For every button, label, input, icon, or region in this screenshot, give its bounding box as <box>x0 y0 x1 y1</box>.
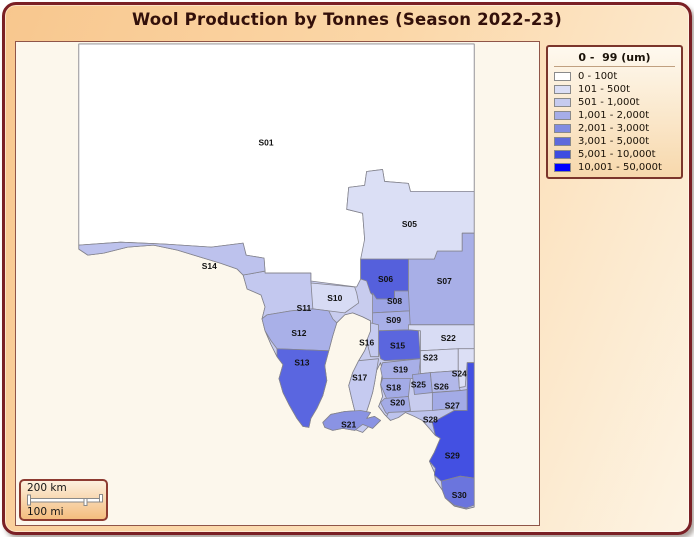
legend-swatch-1 <box>554 85 571 94</box>
scale-ruler <box>27 494 103 506</box>
region-label-S29: S29 <box>445 450 460 460</box>
map-canvas: S01 S05 S06 S07 S08 S09 S10 S11 S12 S13 … <box>15 41 540 526</box>
region-label-S10: S10 <box>327 293 342 303</box>
legend-row: 3,001 - 5,000t <box>554 135 675 148</box>
legend-row: 1,001 - 2,000t <box>554 109 675 122</box>
region-label-S20: S20 <box>390 397 405 407</box>
region-label-S19: S19 <box>393 365 408 375</box>
legend-row: 5,001 - 10,000t <box>554 148 675 161</box>
region-S30[interactable] <box>440 475 475 509</box>
region-label-S17: S17 <box>352 373 367 383</box>
legend-label-2: 501 - 1,000t <box>578 97 640 108</box>
region-label-S07: S07 <box>437 276 452 286</box>
region-label-S08: S08 <box>387 296 402 306</box>
region-label-S14: S14 <box>202 261 217 271</box>
region-label-S16: S16 <box>359 338 374 348</box>
legend-label-4: 2,001 - 3,000t <box>578 123 650 134</box>
region-label-S30: S30 <box>452 490 467 500</box>
scale-bar-panel: 200 km 100 mi <box>19 479 108 521</box>
region-S28[interactable] <box>386 408 455 436</box>
scale-mi-label: 100 mi <box>27 506 64 518</box>
region-S16[interactable] <box>366 322 379 358</box>
region-label-S09: S09 <box>386 315 401 325</box>
legend-row: 2,001 - 3,000t <box>554 122 675 135</box>
legend-swatch-5 <box>554 137 571 146</box>
region-label-S12: S12 <box>291 328 306 338</box>
legend-label-6: 5,001 - 10,000t <box>578 149 656 160</box>
region-S21[interactable] <box>322 410 381 431</box>
legend-swatch-7 <box>554 163 571 172</box>
legend-row: 501 - 1,000t <box>554 96 675 109</box>
region-S05[interactable] <box>346 169 475 260</box>
legend-label-0: 0 - 100t <box>578 71 618 82</box>
region-label-S25: S25 <box>411 380 426 390</box>
legend-swatch-2 <box>554 98 571 107</box>
region-label-S18: S18 <box>386 383 401 393</box>
region-label-S23: S23 <box>423 353 438 363</box>
region-label-S11: S11 <box>297 303 312 313</box>
region-label-S01: S01 <box>259 138 274 148</box>
legend-swatch-6 <box>554 150 571 159</box>
region-label-S15: S15 <box>390 341 405 351</box>
region-S19[interactable] <box>380 358 421 379</box>
region-label-S22: S22 <box>441 333 456 343</box>
region-S26[interactable] <box>429 370 461 393</box>
region-S13[interactable] <box>276 348 330 428</box>
legend-row: 101 - 500t <box>554 83 675 96</box>
legend-row: 10,001 - 50,000t <box>554 161 675 174</box>
legend-label-3: 1,001 - 2,000t <box>578 110 650 121</box>
region-label-S27: S27 <box>445 400 460 410</box>
region-label-S05: S05 <box>402 219 417 229</box>
south-australia-map: S01 S05 S06 S07 S08 S09 S10 S11 S12 S13 … <box>78 43 475 510</box>
legend-swatch-4 <box>554 124 571 133</box>
scale-km-label: 200 km <box>27 482 67 494</box>
legend-label-1: 101 - 500t <box>578 84 631 95</box>
region-S14[interactable] <box>78 241 266 276</box>
legend-panel: 0 - 99 (um) 0 - 100t 101 - 500t 501 - 1,… <box>546 45 683 179</box>
region-S12[interactable] <box>261 308 338 352</box>
legend-label-7: 10,001 - 50,000t <box>578 162 662 173</box>
region-label-S26: S26 <box>434 382 449 392</box>
legend-header: 0 - 99 (um) <box>554 51 675 67</box>
region-label-S06: S06 <box>378 274 393 284</box>
page-title: Wool Production by Tonnes (Season 2022-2… <box>132 10 562 29</box>
region-label-S28: S28 <box>423 414 438 424</box>
legend-label-5: 3,001 - 5,000t <box>578 136 650 147</box>
region-label-S21: S21 <box>341 419 356 429</box>
legend-swatch-0 <box>554 72 571 81</box>
legend-swatch-3 <box>554 111 571 120</box>
region-label-S24: S24 <box>452 369 467 379</box>
region-label-S13: S13 <box>294 358 309 368</box>
legend-row: 0 - 100t <box>554 70 675 83</box>
